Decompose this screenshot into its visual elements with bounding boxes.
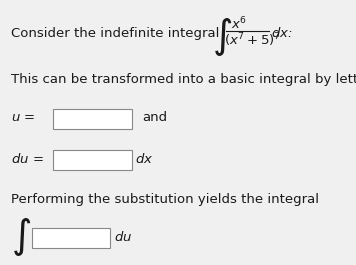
Text: $du$: $du$ <box>114 230 132 244</box>
Text: $dx$:: $dx$: <box>271 26 293 40</box>
Text: Consider the indefinite integral: Consider the indefinite integral <box>11 26 219 40</box>
FancyBboxPatch shape <box>53 150 132 170</box>
Text: $dx$: $dx$ <box>135 152 153 166</box>
Text: $\int$: $\int$ <box>11 216 31 258</box>
FancyBboxPatch shape <box>53 109 132 129</box>
Text: $\int$: $\int$ <box>212 16 232 58</box>
Text: $u$ =: $u$ = <box>11 111 35 125</box>
Text: $x^6$: $x^6$ <box>231 16 247 32</box>
Text: $(x^7+5)^7$: $(x^7+5)^7$ <box>224 31 281 48</box>
Text: and: and <box>142 111 168 125</box>
Text: This can be transformed into a basic integral by letting: This can be transformed into a basic int… <box>11 73 356 86</box>
Text: Performing the substitution yields the integral: Performing the substitution yields the i… <box>11 193 319 206</box>
FancyBboxPatch shape <box>32 228 110 248</box>
Text: $du$ =: $du$ = <box>11 152 43 166</box>
